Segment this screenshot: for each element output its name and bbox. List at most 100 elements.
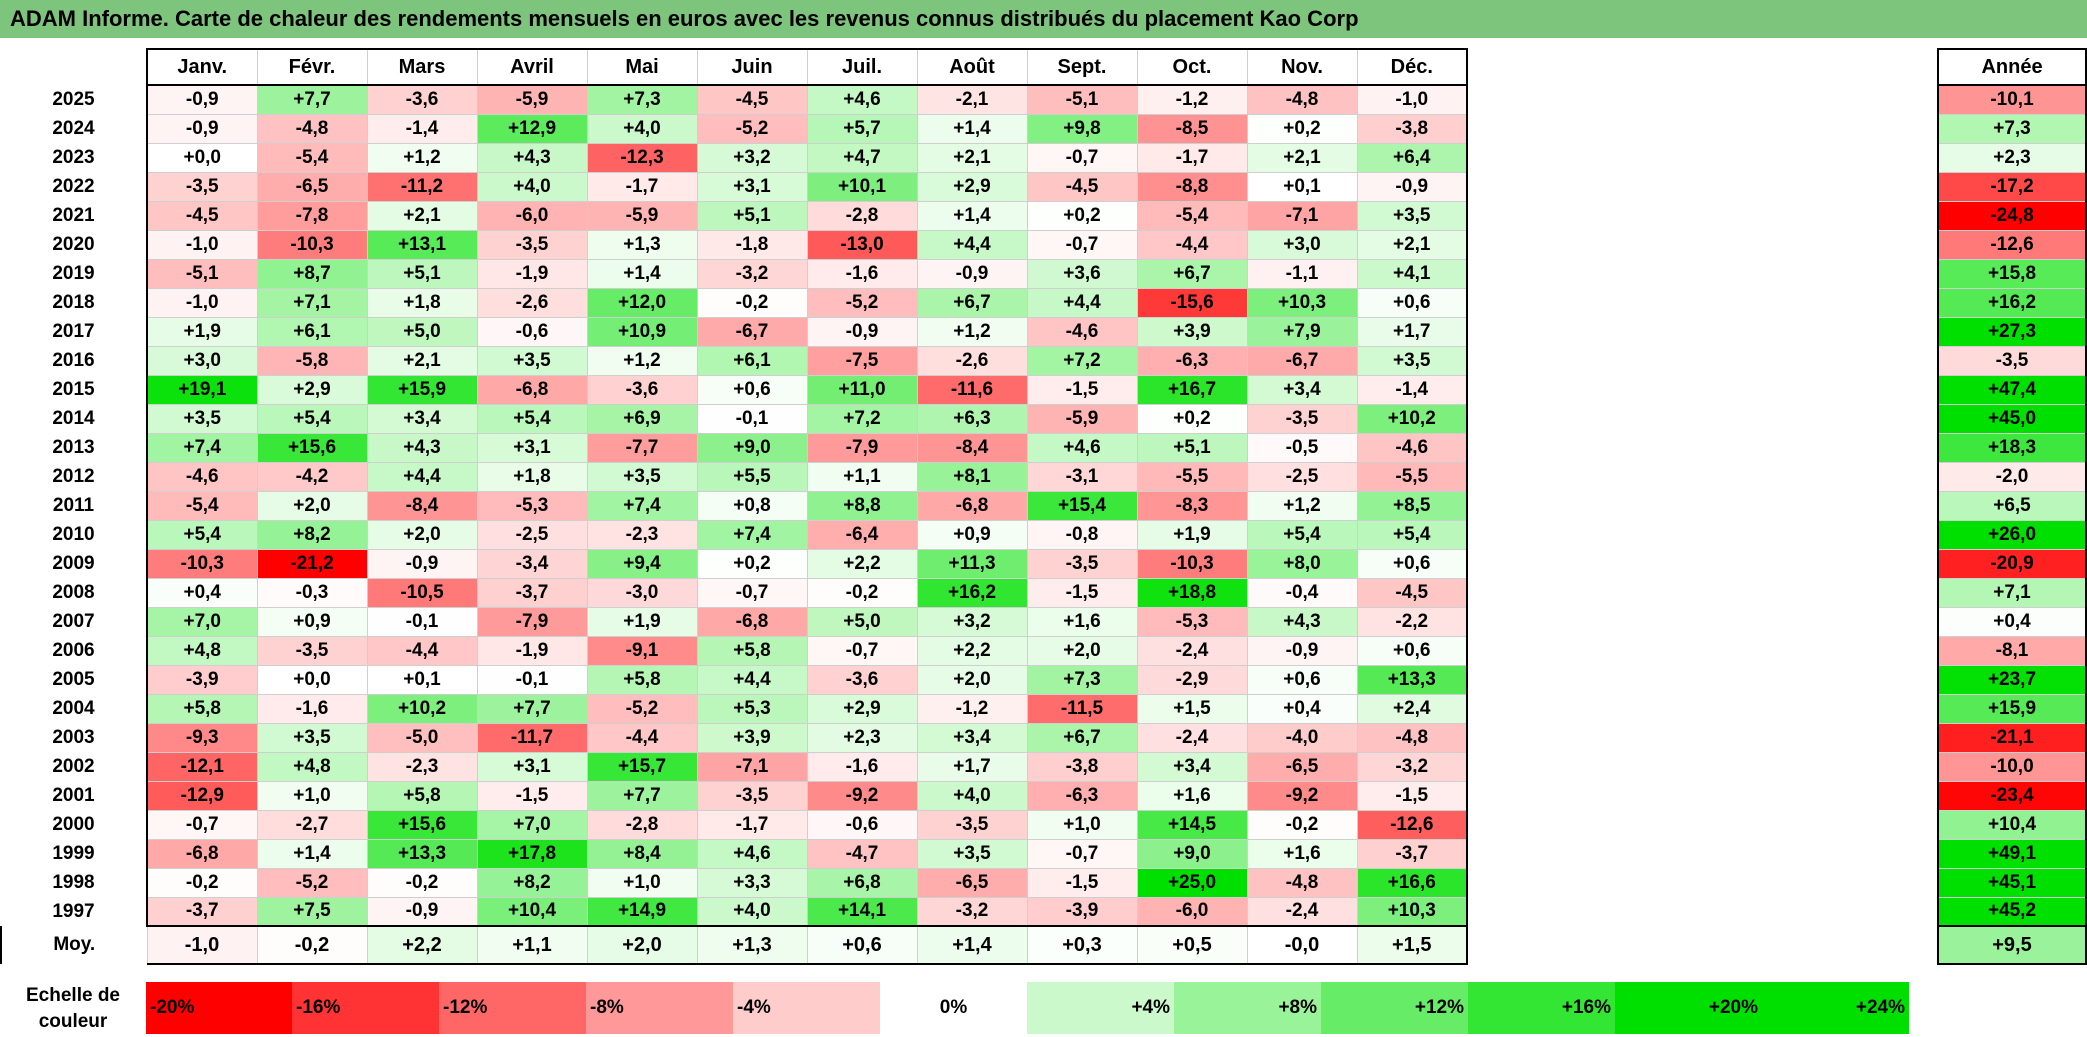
heatmap-cell: -8,3 xyxy=(1136,490,1248,521)
heatmap-cell: -2,7 xyxy=(256,809,368,840)
heatmap-cell: -5,9 xyxy=(1026,403,1138,434)
month-header: Août xyxy=(916,48,1028,86)
heatmap-cell: -5,5 xyxy=(1136,461,1248,492)
heatmap-cell: -6,4 xyxy=(806,519,918,550)
heatmap-cell: +0,9 xyxy=(256,606,368,637)
heatmap-cell: +8,7 xyxy=(256,258,368,289)
annual-cell: +45,2 xyxy=(1937,896,2087,927)
heatmap-cell: -1,6 xyxy=(256,693,368,724)
color-scale-swatch: -4% xyxy=(733,982,880,1034)
heatmap-cell: -2,4 xyxy=(1246,896,1358,927)
annual-row: +0,4 xyxy=(1937,606,2087,637)
heatmap-cell: +7,7 xyxy=(256,84,368,115)
heatmap-cell: +4,1 xyxy=(1356,258,1468,289)
year-label: 2011 xyxy=(52,494,95,516)
heatmap-cell: -3,5 xyxy=(916,809,1028,840)
heatmap-cell: +3,9 xyxy=(696,722,808,753)
annual-cell: +15,8 xyxy=(1937,258,2087,289)
average-cell: +2,2 xyxy=(366,925,478,965)
heatmap-cell: +1,4 xyxy=(916,113,1028,144)
heatmap-cell: -5,1 xyxy=(1026,84,1138,115)
heatmap-cell: +1,1 xyxy=(806,461,918,492)
color-scale-swatch: +20% xyxy=(1615,982,1762,1034)
heatmap-cell: +1,6 xyxy=(1136,780,1248,811)
heatmap-cell: +2,0 xyxy=(256,490,368,521)
year-label: 2014 xyxy=(52,407,95,429)
heatmap-cell: -1,9 xyxy=(476,635,588,666)
heatmap-cell: +8,4 xyxy=(586,838,698,869)
annual-cell: -8,1 xyxy=(1937,635,2087,666)
heatmap-cell: +15,4 xyxy=(1026,490,1138,521)
heatmap-cell: +4,4 xyxy=(366,461,478,492)
heatmap-cell: +7,2 xyxy=(1026,345,1138,376)
month-header: Nov. xyxy=(1246,48,1358,86)
heatmap-cell: +2,9 xyxy=(916,171,1028,202)
heatmap-cell: +4,0 xyxy=(586,113,698,144)
heatmap-cell: -3,5 xyxy=(146,171,258,202)
average-label: Moy. xyxy=(0,926,147,964)
heatmap-cell: -9,3 xyxy=(146,722,258,753)
heatmap-cell: -2,8 xyxy=(806,200,918,231)
heatmap-cell: +3,5 xyxy=(916,838,1028,869)
year-label: 2019 xyxy=(52,262,95,284)
heatmap-cell: +1,0 xyxy=(586,867,698,898)
heatmap-cell: -7,9 xyxy=(476,606,588,637)
average-cell: +1,4 xyxy=(916,925,1028,965)
year-row: 2019 -5,1 +8,7 +5,1 -1,9 +1,4 -3,2 -1,6 -0,9 +3,6… xyxy=(1,258,1468,289)
annual-cell: +47,4 xyxy=(1937,374,2087,405)
annual-cell: -12,6 xyxy=(1937,229,2087,260)
heatmap-cell: +3,0 xyxy=(1246,229,1358,260)
annual-row: -10,0 xyxy=(1937,751,2087,782)
color-scale-swatch: +12% xyxy=(1321,982,1468,1034)
page-title: ADAM Informe. Carte de chaleur des rende… xyxy=(0,0,2087,38)
year-label: 2015 xyxy=(52,378,95,400)
heatmap-cell: +16,6 xyxy=(1356,867,1468,898)
heatmap-cell: -0,8 xyxy=(1026,519,1138,550)
heatmap-cell: +9,0 xyxy=(696,432,808,463)
year-row: 2001 -12,9 +1,0 +5,8 -1,5 +7,7 -3,5 -9,2 +4,0 -6,… xyxy=(1,780,1468,811)
heatmap-cell: +11,0 xyxy=(806,374,918,405)
heatmap-cell: -8,4 xyxy=(366,490,478,521)
heatmap-cell: +6,7 xyxy=(1136,258,1248,289)
heatmap-cell: +0,6 xyxy=(1356,635,1468,666)
color-scale-label: Echelle de couleur xyxy=(0,980,146,1037)
heatmap-cell: -1,0 xyxy=(146,287,258,318)
heatmap-cell: +6,1 xyxy=(696,345,808,376)
heatmap-cell: -10,5 xyxy=(366,577,478,608)
heatmap-cell: +5,1 xyxy=(696,200,808,231)
heatmap-cell: +8,0 xyxy=(1246,548,1358,579)
heatmap-cell: +2,1 xyxy=(916,142,1028,173)
month-header: Mars xyxy=(366,48,478,86)
heatmap-cell: +13,1 xyxy=(366,229,478,260)
heatmap-cell: -0,1 xyxy=(476,664,588,695)
heatmap-cell: -3,5 xyxy=(476,229,588,260)
heatmap-cell: +7,4 xyxy=(696,519,808,550)
heatmap-cell: +0,1 xyxy=(366,664,478,695)
heatmap-cell: +5,7 xyxy=(806,113,918,144)
heatmap-cell: +2,1 xyxy=(366,345,478,376)
heatmap-cell: +1,8 xyxy=(366,287,478,318)
heatmap-cell: +3,4 xyxy=(1246,374,1358,405)
year-row: 2010 +5,4 +8,2 +2,0 -2,5 -2,3 +7,4 -6,4 +0,9 -0,8… xyxy=(1,519,1468,550)
heatmap-cell: -1,1 xyxy=(1246,258,1358,289)
annual-row: +7,1 xyxy=(1937,577,2087,608)
year-row: 2016 +3,0 -5,8 +2,1 +3,5 +1,2 +6,1 -7,5 -2,6 +7,2… xyxy=(1,345,1468,376)
heatmap-cell: -0,6 xyxy=(806,809,918,840)
heatmap-cell: -0,9 xyxy=(146,113,258,144)
heatmap-cell: -1,5 xyxy=(1356,780,1468,811)
heatmap-cell: +0,9 xyxy=(916,519,1028,550)
heatmap-cell: -4,6 xyxy=(1026,316,1138,347)
annual-cell: -2,0 xyxy=(1937,461,2087,492)
annual-row: -24,8 xyxy=(1937,200,2087,231)
annual-row: +2,3 xyxy=(1937,142,2087,173)
heatmap-cell: +5,4 xyxy=(1246,519,1358,550)
heatmap-cell: +0,6 xyxy=(1356,287,1468,318)
heatmap-cell: +15,7 xyxy=(586,751,698,782)
color-scale-label-line2: couleur xyxy=(38,1010,108,1032)
heatmap-cell: -0,1 xyxy=(696,403,808,434)
heatmap-cell: +10,2 xyxy=(366,693,478,724)
annual-cell: -23,4 xyxy=(1937,780,2087,811)
heatmap-cell: +0,4 xyxy=(146,577,258,608)
heatmap-cell: -2,3 xyxy=(366,751,478,782)
heatmap-cell: +14,1 xyxy=(806,896,918,927)
